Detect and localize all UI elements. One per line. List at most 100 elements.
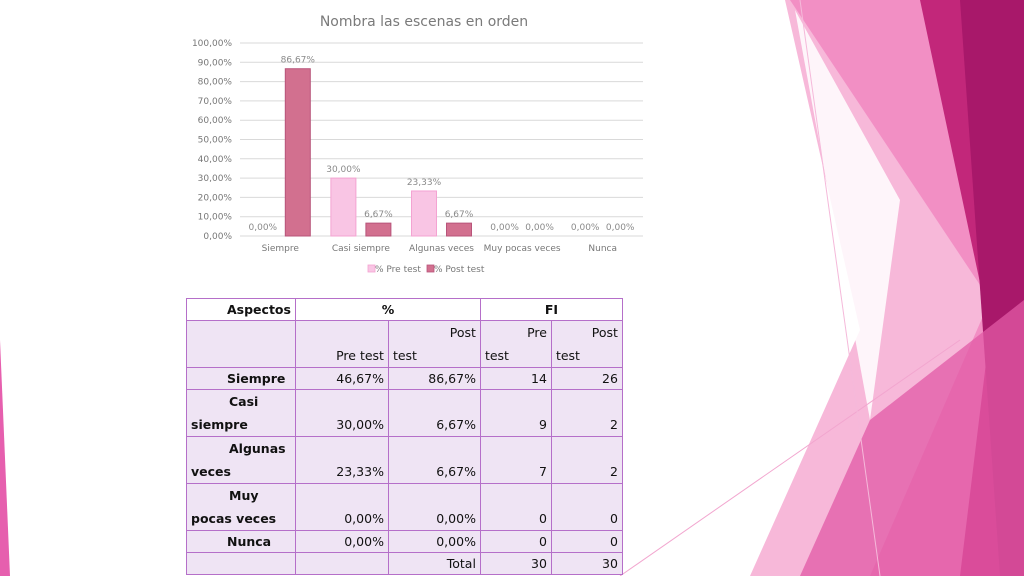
row-post-pct: 0,00% <box>387 483 481 531</box>
data-table: Aspectos % FI Pre test Post test Pre test … <box>186 298 623 575</box>
table-subheader-row: Pre test Post test Pre test Post test <box>186 320 623 368</box>
y-tick-label: 70,00% <box>198 97 233 107</box>
subheader-text: Pre <box>527 325 547 340</box>
row-post-pct: 86,67% <box>387 367 481 390</box>
aspect-line: pocas veces <box>191 511 277 526</box>
y-tick-label: 90,00% <box>198 58 233 68</box>
row-post-fi: 2 <box>550 389 623 437</box>
header-fi: FI <box>479 298 623 321</box>
table-cell <box>294 552 389 575</box>
bar-chart: Nombra las escenas en orden 0,00% 10,00% 2… <box>192 14 643 275</box>
y-tick-label: 10,00% <box>198 213 233 223</box>
y-tick-label: 0,00% <box>203 232 232 242</box>
row-aspect: Muy pocas veces <box>186 483 296 531</box>
aspect-line: veces <box>191 464 231 479</box>
subheader-text: Post <box>591 325 618 340</box>
legend-label: % Pre test <box>375 265 421 275</box>
bar <box>411 190 437 237</box>
x-tick-label: Algunas veces <box>409 244 474 254</box>
data-label: 6,67% <box>364 210 393 220</box>
x-axis-ticks: Siempre Casi siempre Algunas veces Muy poca… <box>262 244 617 254</box>
diagonal-line <box>619 339 961 576</box>
bar <box>330 177 357 237</box>
row-post-fi: 26 <box>550 367 623 390</box>
y-tick-label: 50,00% <box>198 136 233 146</box>
data-label: 0,00% <box>606 223 635 233</box>
chart-title: Nombra las escenas en orden <box>320 14 528 30</box>
row-pre-fi: 9 <box>479 389 552 437</box>
table-cell <box>186 552 296 575</box>
legend-swatch <box>426 264 435 273</box>
data-label: 0,00% <box>490 223 519 233</box>
row-post-fi: 0 <box>550 530 623 553</box>
data-label: 0,00% <box>249 223 278 233</box>
row-aspect: Siempre <box>186 367 296 390</box>
aspect-line: Casi <box>229 394 259 409</box>
data-label: 6,67% <box>445 210 474 220</box>
y-tick-label: 20,00% <box>198 193 233 203</box>
row-post-pct: 0,00% <box>387 530 481 553</box>
table-row: Casi siempre 30,00% 6,67% 9 2 <box>186 389 623 437</box>
bar <box>365 222 392 237</box>
bar <box>284 68 311 237</box>
subheader-pre-fi: Pre test <box>479 320 552 368</box>
subheader-text: test <box>555 348 580 363</box>
diagonal-line-2 <box>799 0 881 576</box>
row-pre-pct: 30,00% <box>294 389 389 437</box>
header-percent: % <box>294 298 481 321</box>
data-label: 0,00% <box>525 223 554 233</box>
table-total-row: Total 30 30 <box>186 552 623 575</box>
row-post-pct: 6,67% <box>387 389 481 437</box>
x-tick-label: Nunca <box>588 244 617 254</box>
y-tick-label: 60,00% <box>198 116 233 126</box>
data-label: 0,00% <box>571 223 600 233</box>
legend: % Pre test % Post test <box>367 264 485 275</box>
table-header-row: Aspectos % FI <box>186 298 623 321</box>
x-tick-label: Muy pocas veces <box>484 244 561 254</box>
row-pre-pct: 46,67% <box>294 367 389 390</box>
header-aspectos: Aspectos <box>186 298 296 321</box>
legend-label: % Post test <box>434 265 485 275</box>
right-white-shard <box>795 10 900 420</box>
y-tick-label: 100,00% <box>192 39 232 49</box>
right-lower-pink <box>800 300 1024 576</box>
data-label: 30,00% <box>326 165 361 175</box>
subheader-text: test <box>392 348 417 363</box>
aspect-line: siempre <box>191 417 248 432</box>
row-pre-pct: 0,00% <box>294 530 389 553</box>
y-tick-label: 80,00% <box>198 78 233 88</box>
row-post-fi: 0 <box>550 483 623 531</box>
bars: 0,00% 86,67% 30,00% 6,67% 23,33% 6,67% 0,00% 0,… <box>249 56 635 237</box>
y-tick-label: 40,00% <box>198 155 233 165</box>
table-cell <box>186 320 296 368</box>
data-label: 86,67% <box>281 56 316 66</box>
subheader-post-pct: Post test <box>387 320 481 368</box>
row-pre-fi: 14 <box>479 367 552 390</box>
row-pre-fi: 7 <box>479 436 552 484</box>
table-row: Muy pocas veces 0,00% 0,00% 0 0 <box>186 483 623 531</box>
aspect-line: Muy <box>229 488 259 503</box>
bar <box>446 222 472 237</box>
data-label: 23,33% <box>407 178 442 188</box>
aspect-line: Algunas <box>229 441 286 456</box>
row-pre-pct: 23,33% <box>294 436 389 484</box>
subheader-post-fi: Post test <box>550 320 623 368</box>
row-aspect: Nunca <box>186 530 296 553</box>
row-post-pct: 6,67% <box>387 436 481 484</box>
total-post-fi: 30 <box>550 552 623 575</box>
left-pink-shape <box>0 340 10 576</box>
row-pre-fi: 0 <box>479 483 552 531</box>
x-tick-label: Casi siempre <box>332 244 391 254</box>
y-axis-ticks: 0,00% 10,00% 20,00% 30,00% 40,00% 50,00% 60,00… <box>192 39 232 242</box>
total-label: Total <box>387 552 481 575</box>
legend-swatch <box>367 264 376 273</box>
total-pre-fi: 30 <box>479 552 552 575</box>
row-pre-pct: 0,00% <box>294 483 389 531</box>
row-post-fi: 2 <box>550 436 623 484</box>
subheader-text: test <box>484 348 509 363</box>
subheader-pre-pct: Pre test <box>294 320 389 368</box>
row-aspect: Casi siempre <box>186 389 296 437</box>
table-row: Algunas veces 23,33% 6,67% 7 2 <box>186 436 623 484</box>
y-tick-label: 30,00% <box>198 174 233 184</box>
